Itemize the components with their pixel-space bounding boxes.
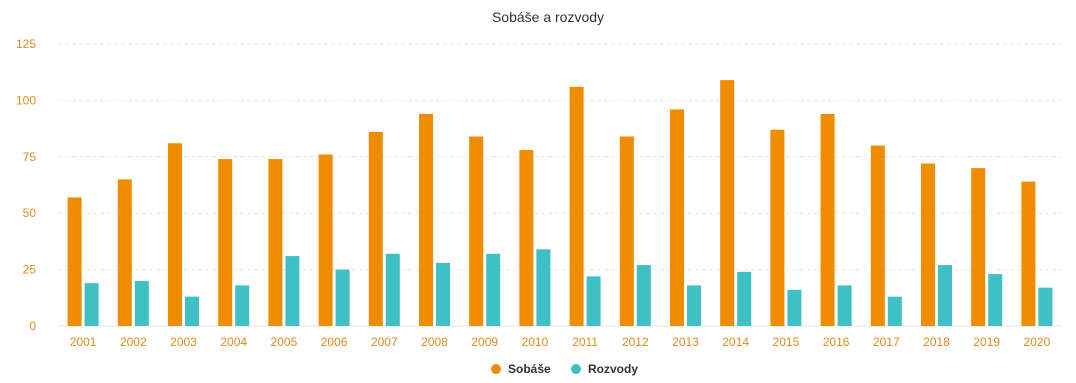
bar-rozvody[interactable] [84, 283, 99, 326]
bar-rozvody[interactable] [687, 285, 701, 326]
bar-rozvody[interactable] [185, 296, 199, 326]
bar-sobase[interactable] [67, 197, 82, 326]
bar-rozvody[interactable] [988, 274, 1003, 326]
bar-rozvody[interactable] [586, 276, 601, 326]
bar-rozvody[interactable] [385, 253, 400, 326]
x-tick-label: 2006 [321, 335, 348, 349]
bar-rozvody[interactable] [486, 253, 501, 326]
x-tick-label: 2017 [873, 335, 900, 349]
bars [67, 80, 1053, 326]
bar-sobase[interactable] [368, 131, 383, 326]
y-tick-label: 0 [29, 319, 36, 333]
legend-label: Rozvody [588, 362, 638, 376]
bar-sobase[interactable] [218, 159, 233, 326]
x-tick-label: 2001 [70, 335, 97, 349]
bar-rozvody[interactable] [536, 249, 551, 326]
bar-sobase[interactable] [670, 109, 684, 326]
bar-rozvody[interactable] [787, 289, 802, 326]
x-tick-label: 2008 [421, 335, 448, 349]
bar-sobase[interactable] [921, 163, 935, 326]
x-tick-label: 2014 [722, 335, 749, 349]
legend-marker [491, 364, 501, 374]
y-tick-label: 100 [16, 93, 36, 107]
y-tick-label: 125 [16, 37, 36, 51]
legend-marker [571, 364, 581, 374]
bar-sobase[interactable] [469, 136, 484, 326]
x-tick-label: 2019 [973, 335, 1000, 349]
legend[interactable]: Sobáše Rozvody [491, 362, 638, 376]
x-tick-label: 2004 [220, 335, 247, 349]
x-axis: 2001 2002 2003 2004 2005 2006 2007 2008 2009 2010… [70, 335, 1051, 349]
bar-rozvody[interactable] [887, 296, 902, 326]
bar-rozvody[interactable] [737, 271, 752, 326]
x-tick-label: 2012 [622, 335, 649, 349]
bar-rozvody[interactable] [837, 285, 852, 326]
legend-item-sobase[interactable]: Sobáše [491, 362, 551, 376]
bar-sobase[interactable] [519, 150, 534, 326]
y-tick-label: 75 [23, 150, 37, 164]
bar-sobase[interactable] [419, 113, 433, 326]
bar-sobase[interactable] [820, 113, 835, 326]
x-tick-label: 2002 [120, 335, 147, 349]
bar-sobase[interactable] [569, 86, 584, 326]
bar-sobase[interactable] [770, 129, 785, 326]
x-tick-label: 2015 [773, 335, 800, 349]
x-tick-label: 2018 [923, 335, 950, 349]
bar-sobase[interactable] [870, 145, 885, 326]
x-tick-label: 2007 [371, 335, 398, 349]
chart-title: Sobáše a rozvody [492, 9, 604, 25]
x-tick-label: 2020 [1024, 335, 1051, 349]
bar-rozvody[interactable] [436, 262, 450, 326]
bar-sobase[interactable] [619, 136, 634, 326]
y-tick-label: 50 [23, 206, 37, 220]
bar-sobase[interactable] [720, 80, 735, 326]
bar-rozvody[interactable] [938, 265, 952, 326]
bar-rozvody[interactable] [235, 285, 250, 326]
bar-sobase[interactable] [318, 154, 333, 326]
bar-rozvody[interactable] [636, 265, 651, 326]
bar-sobase[interactable] [168, 143, 182, 326]
bar-rozvody[interactable] [1038, 287, 1053, 326]
y-axis: 0 25 50 75 100 125 [16, 37, 36, 333]
x-tick-label: 2010 [522, 335, 549, 349]
y-tick-label: 25 [23, 263, 37, 277]
bar-sobase[interactable] [1021, 181, 1036, 326]
legend-item-rozvody[interactable]: Rozvody [571, 362, 638, 376]
x-tick-label: 2011 [572, 335, 598, 349]
bar-rozvody[interactable] [134, 280, 149, 326]
grid [58, 43, 1062, 327]
bar-sobase[interactable] [971, 168, 986, 326]
x-tick-label: 2009 [471, 335, 498, 349]
x-tick-label: 2013 [672, 335, 699, 349]
bar-rozvody[interactable] [285, 256, 300, 326]
x-tick-label: 2016 [823, 335, 850, 349]
bar-sobase[interactable] [268, 159, 283, 326]
legend-label: Sobáše [508, 362, 551, 376]
x-tick-label: 2005 [271, 335, 298, 349]
x-tick-label: 2003 [170, 335, 197, 349]
bar-sobase[interactable] [117, 179, 132, 326]
bar-rozvody[interactable] [335, 269, 350, 326]
